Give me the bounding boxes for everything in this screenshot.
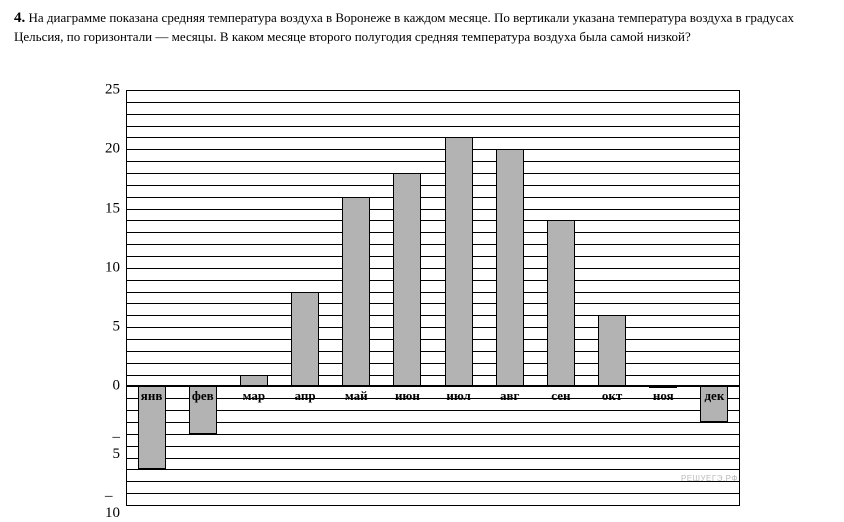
grid-line <box>126 173 740 174</box>
grid-line <box>126 351 740 352</box>
chart-plot: –10–50510152025янвфевмарапрмайиюниюлавгс… <box>126 90 740 505</box>
grid-line <box>126 339 740 340</box>
bar <box>547 220 575 386</box>
baseline <box>126 385 740 387</box>
grid-line <box>126 149 740 150</box>
x-category-label: июн <box>395 388 420 404</box>
bar <box>496 149 524 386</box>
grid-line <box>126 102 740 103</box>
bar <box>445 137 473 386</box>
grid-line <box>126 446 740 447</box>
grid-line <box>126 398 740 399</box>
grid-line <box>126 90 740 91</box>
y-tick-label: –5 <box>113 429 121 463</box>
x-category-label: фев <box>192 388 214 404</box>
grid-line <box>126 458 740 459</box>
grid-line <box>126 280 740 281</box>
x-category-label: апр <box>295 388 316 404</box>
grid-line <box>126 434 740 435</box>
bar <box>598 315 626 386</box>
grid-line <box>126 327 740 328</box>
y-tick-label: 15 <box>105 200 120 217</box>
x-category-label: янв <box>141 388 163 404</box>
watermark: РЕШУЕГЭ.РФ <box>681 474 738 483</box>
bar <box>342 197 370 387</box>
grid-line <box>126 505 740 506</box>
question-block: 4. На диаграмме показана средняя темпера… <box>0 0 844 52</box>
grid-line <box>126 209 740 210</box>
grid-line <box>126 268 740 269</box>
bar <box>393 173 421 386</box>
chart-right-border <box>739 90 740 505</box>
grid-line <box>126 315 740 316</box>
bar <box>240 375 268 387</box>
chart-left-border <box>126 90 127 505</box>
x-category-label: мар <box>243 388 266 404</box>
grid-line <box>126 292 740 293</box>
grid-line <box>126 114 740 115</box>
grid-line <box>126 375 740 376</box>
grid-line <box>126 303 740 304</box>
y-tick-label: 0 <box>113 378 121 395</box>
question-text: На диаграмме показана средняя температур… <box>14 10 794 44</box>
grid-line <box>126 422 740 423</box>
y-tick-label: –10 <box>105 488 120 522</box>
x-category-label: дек <box>704 388 724 404</box>
grid-line <box>126 469 740 470</box>
grid-line <box>126 363 740 364</box>
y-tick-label: 10 <box>105 259 120 276</box>
grid-line <box>126 232 740 233</box>
grid-line <box>126 220 740 221</box>
grid-line <box>126 126 740 127</box>
x-category-label: авг <box>500 388 519 404</box>
question-number: 4. <box>14 10 25 26</box>
x-category-label: сен <box>551 388 570 404</box>
grid-line <box>126 481 740 482</box>
y-tick-label: 20 <box>105 141 120 158</box>
x-category-label: ноя <box>653 388 674 404</box>
grid-line <box>126 197 740 198</box>
x-category-label: июл <box>446 388 470 404</box>
grid-line <box>126 161 740 162</box>
grid-line <box>126 185 740 186</box>
bar <box>291 292 319 387</box>
y-tick-label: 25 <box>105 82 120 99</box>
grid-line <box>126 410 740 411</box>
grid-line <box>126 137 740 138</box>
grid-line <box>126 256 740 257</box>
grid-line <box>126 493 740 494</box>
x-category-label: май <box>345 388 368 404</box>
grid-line <box>126 244 740 245</box>
y-tick-label: 5 <box>113 319 121 336</box>
chart-container: –10–50510152025янвфевмарапрмайиюниюлавгс… <box>90 90 750 505</box>
x-category-label: окт <box>602 388 622 404</box>
